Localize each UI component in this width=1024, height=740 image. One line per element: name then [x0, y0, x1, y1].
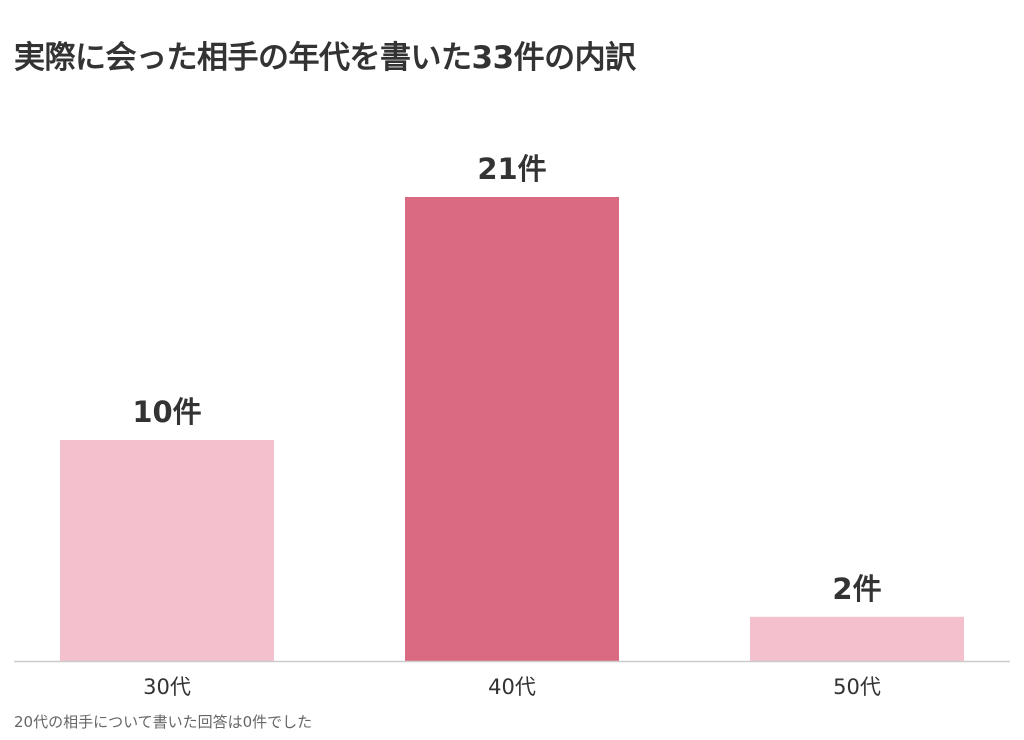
data-label-50代: 2件 [832, 572, 881, 606]
chart-title: 実際に会った相手の年代を書いた33件の内訳 [14, 40, 636, 76]
bar-50代 [750, 616, 964, 661]
data-label-40代: 21件 [477, 152, 546, 186]
x-tick-label-40代: 40代 [488, 675, 536, 699]
data-label-30代: 10件 [132, 395, 201, 429]
bar-40代 [405, 197, 619, 661]
x-tick-label-50代: 50代 [833, 675, 881, 699]
x-tick-label-30代: 30代 [143, 675, 191, 699]
bar-30代 [60, 440, 274, 661]
chart-footnote: 20代の相手について書いた回答は0件でした [14, 713, 313, 731]
